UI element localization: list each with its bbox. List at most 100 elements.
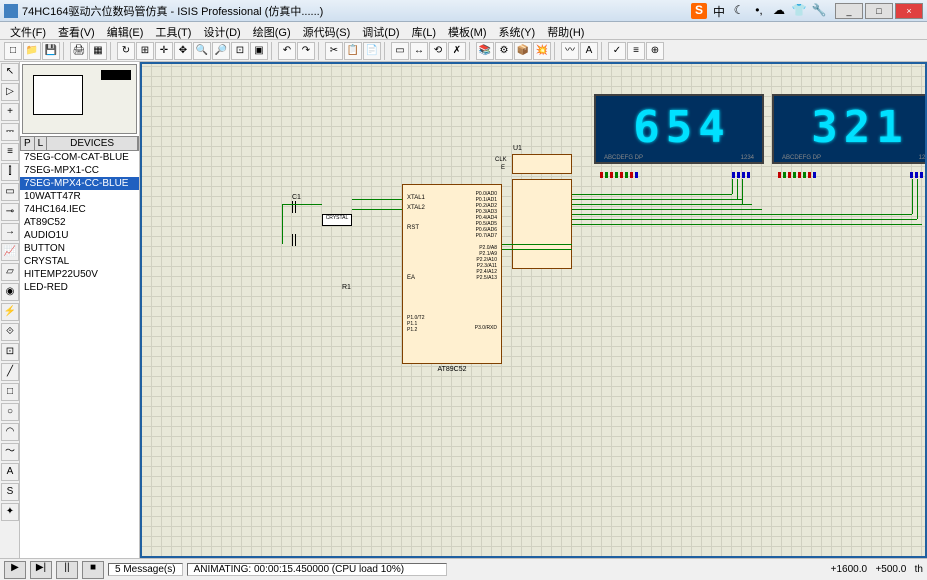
tool-netlist[interactable]: ≡ xyxy=(627,42,645,60)
tool-erc[interactable]: ✓ xyxy=(608,42,626,60)
tool-pick[interactable]: 📚 xyxy=(476,42,494,60)
device-item[interactable]: 7SEG-MPX4-CC-BLUE xyxy=(20,177,139,190)
device-item[interactable]: AT89C52 xyxy=(20,216,139,229)
sim-stop-button[interactable]: ■ xyxy=(82,561,104,579)
tool-undo[interactable]: ↶ xyxy=(278,42,296,60)
tool-zoomarea[interactable]: ▣ xyxy=(250,42,268,60)
chip-mcu[interactable]: XTAL1 XTAL2 RST EA P0.0/AD0 P0.1/AD1 P0.… xyxy=(402,184,502,364)
maximize-button[interactable]: □ xyxy=(865,3,893,19)
mode-textbox[interactable]: A xyxy=(1,463,19,481)
tool-redo[interactable]: ↷ xyxy=(297,42,315,60)
tool-ares[interactable]: ⊕ xyxy=(646,42,664,60)
tool-zoomin[interactable]: 🔍 xyxy=(193,42,211,60)
tool-delete[interactable]: ✗ xyxy=(448,42,466,60)
devices-col-l[interactable]: L xyxy=(35,137,48,150)
mode-bus[interactable]: ⫿ xyxy=(1,163,19,181)
mode-generator[interactable]: ◉ xyxy=(1,283,19,301)
tray-wrench-icon[interactable]: 🔧 xyxy=(811,3,827,19)
tool-block[interactable]: ▭ xyxy=(391,42,409,60)
menu-debug[interactable]: 调试(D) xyxy=(356,22,405,39)
mode-probe-i[interactable]: ⟐ xyxy=(1,323,19,341)
device-item[interactable]: 7SEG-MPX1-CC xyxy=(20,164,139,177)
menu-edit[interactable]: 编辑(E) xyxy=(101,22,150,39)
tool-move[interactable]: ↔ xyxy=(410,42,428,60)
devices-list[interactable]: 7SEG-COM-CAT-BLUE 7SEG-MPX1-CC 7SEG-MPX4… xyxy=(20,151,139,558)
ime-cn-icon[interactable]: 中 xyxy=(711,3,727,19)
mode-line[interactable]: ╱ xyxy=(1,363,19,381)
sim-pause-button[interactable]: || xyxy=(56,561,78,579)
mode-arc[interactable]: ◠ xyxy=(1,423,19,441)
menu-library[interactable]: 库(L) xyxy=(406,22,442,39)
schematic-canvas[interactable]: XTAL1 XTAL2 RST EA P0.0/AD0 P0.1/AD1 P0.… xyxy=(140,62,927,558)
tray-moon-icon[interactable]: ☾ xyxy=(731,3,747,19)
menu-design[interactable]: 设计(D) xyxy=(197,22,246,39)
status-messages[interactable]: 5 Message(s) xyxy=(108,563,183,576)
tool-refresh[interactable]: ↻ xyxy=(117,42,135,60)
tool-rotate[interactable]: ⟲ xyxy=(429,42,447,60)
chip-74hc164[interactable]: U1 CLK E xyxy=(512,154,572,174)
chip-register[interactable] xyxy=(512,179,572,269)
mode-probe-v[interactable]: ⚡ xyxy=(1,303,19,321)
tool-copy[interactable]: 📋 xyxy=(344,42,362,60)
menu-source[interactable]: 源代码(S) xyxy=(297,22,357,39)
display-group-1[interactable]: 6 5 4 ABCDEFG DP 1234 xyxy=(594,94,764,164)
tool-grid[interactable]: ⊞ xyxy=(136,42,154,60)
tool-zoomall[interactable]: ⊡ xyxy=(231,42,249,60)
mode-marker[interactable]: ✦ xyxy=(1,503,19,521)
mode-pin[interactable]: → xyxy=(1,223,19,241)
minimize-button[interactable]: _ xyxy=(835,3,863,19)
tool-make[interactable]: ⚙ xyxy=(495,42,513,60)
tray-cloud-icon[interactable]: ☁ xyxy=(771,3,787,19)
mode-junction[interactable]: + xyxy=(1,103,19,121)
tool-zoomout[interactable]: 🔎 xyxy=(212,42,230,60)
device-item[interactable]: AUDIO1U xyxy=(20,229,139,242)
tool-new[interactable]: □ xyxy=(4,42,22,60)
tray-shirt-icon[interactable]: 👕 xyxy=(791,3,807,19)
resistor-r1[interactable]: R1 xyxy=(342,284,351,291)
tool-cut[interactable]: ✂ xyxy=(325,42,343,60)
menu-tools[interactable]: 工具(T) xyxy=(149,22,197,39)
tool-print[interactable]: 🖨 xyxy=(70,42,88,60)
tray-punct-icon[interactable]: •, xyxy=(751,3,767,19)
tool-pan[interactable]: ✥ xyxy=(174,42,192,60)
device-item[interactable]: BUTTON xyxy=(20,242,139,255)
menu-graph[interactable]: 绘图(G) xyxy=(247,22,297,39)
overview[interactable] xyxy=(22,64,137,134)
tool-wire[interactable]: 〰 xyxy=(561,42,579,60)
mode-path[interactable]: 〜 xyxy=(1,443,19,461)
mode-box[interactable]: □ xyxy=(1,383,19,401)
device-item[interactable]: 7SEG-COM-CAT-BLUE xyxy=(20,151,139,164)
tool-package[interactable]: 📦 xyxy=(514,42,532,60)
mode-subcircuit[interactable]: ▭ xyxy=(1,183,19,201)
tool-decompose[interactable]: 💥 xyxy=(533,42,551,60)
device-item[interactable]: CRYSTAL xyxy=(20,255,139,268)
devices-col-p[interactable]: P xyxy=(21,137,35,150)
tool-open[interactable]: 📁 xyxy=(23,42,41,60)
sim-play-button[interactable]: ▶ xyxy=(4,561,26,579)
menu-system[interactable]: 系统(Y) xyxy=(493,22,542,39)
mode-symbol[interactable]: S xyxy=(1,483,19,501)
close-button[interactable]: × xyxy=(895,3,923,19)
menu-help[interactable]: 帮助(H) xyxy=(541,22,590,39)
device-item[interactable]: 74HC164.IEC xyxy=(20,203,139,216)
mode-instrument[interactable]: ⊡ xyxy=(1,343,19,361)
mode-terminal[interactable]: ⊸ xyxy=(1,203,19,221)
device-item[interactable]: LED-RED xyxy=(20,281,139,294)
device-item[interactable]: HITEMP22U50V xyxy=(20,268,139,281)
sim-step-button[interactable]: ▶| xyxy=(30,561,52,579)
tool-origin[interactable]: ✛ xyxy=(155,42,173,60)
mode-circle[interactable]: ○ xyxy=(1,403,19,421)
mode-component[interactable]: ▷ xyxy=(1,83,19,101)
cap-c2[interactable] xyxy=(292,234,296,246)
menu-file[interactable]: 文件(F) xyxy=(4,22,52,39)
menu-template[interactable]: 模板(M) xyxy=(442,22,493,39)
crystal[interactable]: CRYSTAL xyxy=(322,214,352,226)
tool-area[interactable]: ▦ xyxy=(89,42,107,60)
ime-icon[interactable]: S xyxy=(691,3,707,19)
device-item[interactable]: 10WATT47R xyxy=(20,190,139,203)
menu-view[interactable]: 查看(V) xyxy=(52,22,101,39)
tool-save[interactable]: 💾 xyxy=(42,42,60,60)
display-group-2[interactable]: 3 2 1 ABCDEFG DP 1234 xyxy=(772,94,927,164)
mode-select[interactable]: ↖ xyxy=(1,63,19,81)
mode-text[interactable]: ≡ xyxy=(1,143,19,161)
